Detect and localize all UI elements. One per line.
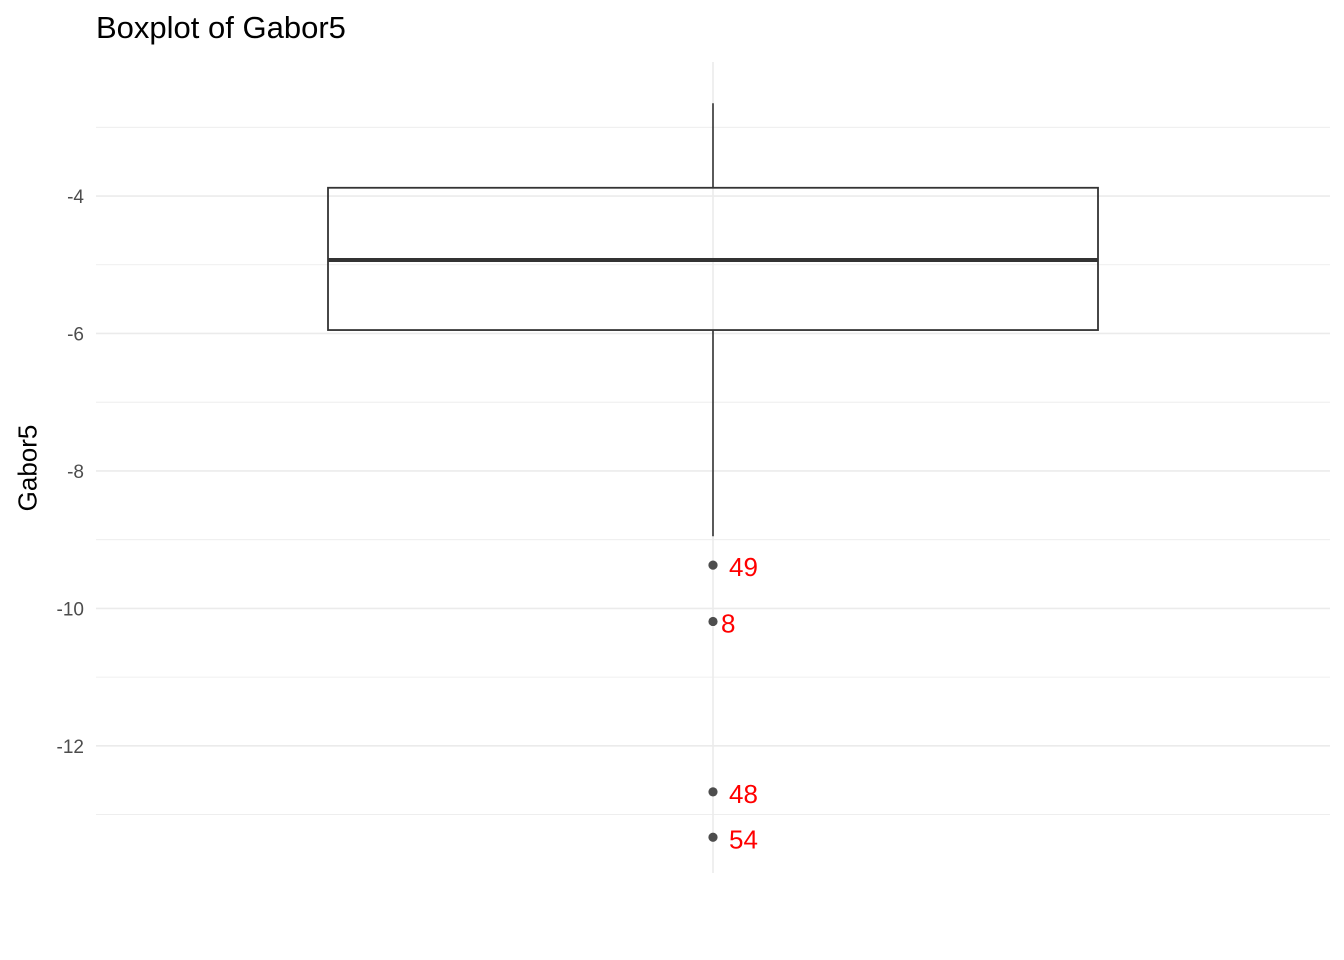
outlier-point [708, 616, 718, 627]
y-tick-labels: -4 -6 -8 -10 -12 [57, 187, 85, 758]
outlier-point [708, 560, 718, 570]
y-tick-label: -10 [57, 599, 84, 620]
outlier-label: 49 [729, 552, 758, 582]
outlier-point [708, 832, 718, 842]
y-tick-label: -12 [57, 737, 84, 758]
outlier-point [708, 787, 718, 797]
outliers: 49 8 48 54 [708, 552, 758, 854]
y-tick-label: -8 [67, 462, 84, 483]
y-tick-label: -4 [67, 187, 84, 208]
outlier-label: 48 [729, 779, 758, 809]
y-tick-label: -6 [67, 324, 84, 345]
chart-title: Boxplot of Gabor5 [96, 10, 346, 45]
outlier-label: 54 [729, 824, 758, 854]
outlier-label: 8 [721, 608, 735, 638]
